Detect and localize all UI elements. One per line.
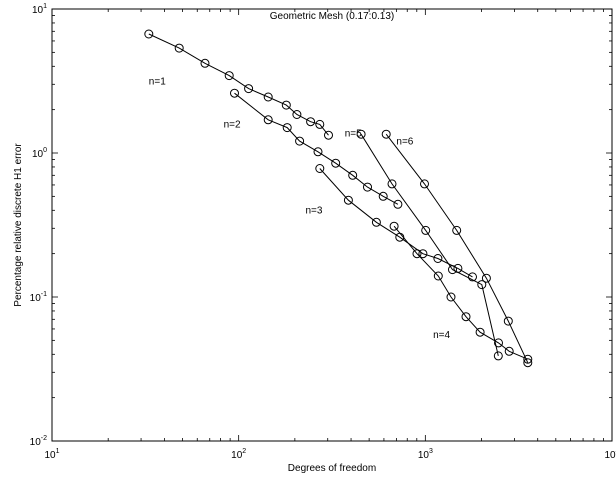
y-axis-label: Percentage relative discrete H1 error [13, 143, 24, 307]
data-point [200, 58, 210, 68]
data-point [381, 129, 391, 139]
chart-title: Geometric Mesh (0.17:0.13) [270, 11, 395, 22]
data-point [503, 316, 513, 326]
series-4: n=4 [389, 221, 533, 364]
series-2: n=2 [224, 88, 403, 209]
x-tick-label: 102 [231, 448, 246, 461]
series-label: n=6 [396, 136, 413, 147]
data-point [477, 280, 487, 290]
data-point [292, 110, 302, 119]
data-point [481, 273, 491, 283]
data-point [356, 129, 366, 139]
data-point [315, 164, 325, 173]
x-axis-label: Degrees of freedom [288, 463, 376, 474]
data-point [448, 265, 457, 275]
data-point [295, 136, 305, 146]
data-point [493, 351, 503, 361]
series-line [148, 33, 329, 136]
data-point [433, 271, 443, 281]
data-point [420, 179, 429, 189]
x-tick-label: 103 [418, 448, 433, 461]
data-point [523, 354, 533, 364]
series-line [393, 225, 528, 360]
data-point [348, 170, 358, 180]
series-6: n=6 [381, 129, 533, 368]
data-point [393, 199, 403, 209]
data-point [418, 249, 428, 259]
data-point [144, 29, 154, 39]
y-tick-label: 100 [32, 147, 47, 160]
series-label: n=3 [306, 206, 323, 217]
data-point [412, 249, 422, 259]
data-point [315, 119, 325, 129]
data-point [378, 191, 388, 201]
data-point [281, 100, 291, 110]
data-point [263, 115, 273, 125]
data-point [389, 221, 399, 231]
data-point [475, 327, 485, 337]
x-tick-label: 101 [44, 448, 59, 461]
data-point [324, 130, 333, 140]
series-line [234, 92, 399, 205]
data-point [363, 182, 372, 192]
y-tick-label: 101 [32, 3, 47, 16]
data-point [230, 88, 239, 98]
x-tick-label: 104 [604, 448, 616, 461]
data-point [523, 358, 533, 368]
data-point [461, 312, 471, 322]
data-point [174, 43, 184, 53]
series-label: n=1 [149, 76, 166, 87]
data-point [331, 158, 341, 168]
series-line [385, 133, 529, 363]
series-1: n=1 [144, 29, 333, 140]
data-point [452, 225, 462, 235]
data-point [387, 179, 397, 189]
series-label: n=4 [433, 330, 450, 341]
data-point [282, 123, 292, 133]
data-point [446, 292, 456, 302]
axis-ticks: 101 102 103 104 10-2 10-1 100 101 [30, 3, 616, 461]
y-tick-label: 10-2 [30, 435, 47, 448]
data-point [343, 195, 353, 205]
data-point [224, 71, 234, 81]
data-point [421, 225, 431, 235]
data-point [263, 92, 273, 102]
data-point [494, 338, 503, 348]
data-point [371, 217, 381, 227]
data-point [433, 254, 443, 263]
data-point [504, 346, 514, 356]
data-point [306, 117, 316, 127]
data-point [244, 84, 254, 94]
series-label: n=5 [345, 129, 362, 140]
series-label: n=2 [224, 120, 241, 131]
y-tick-label: 10-1 [30, 291, 47, 304]
series-5: n=5 [345, 129, 503, 361]
plot-frame [51, 8, 613, 442]
series-group: n=1 n=2 n=3 n=4 n=5 n=6 [144, 29, 533, 368]
data-point [313, 147, 323, 157]
data-point [468, 272, 477, 282]
series-line [360, 133, 499, 357]
